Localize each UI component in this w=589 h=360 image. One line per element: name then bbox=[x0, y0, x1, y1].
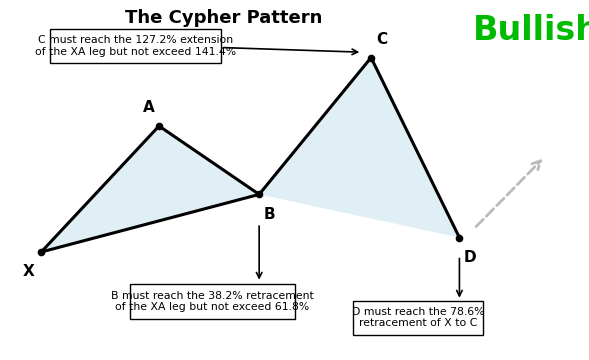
Polygon shape bbox=[41, 126, 259, 252]
Text: D must reach the 78.6%
retracement of X to C: D must reach the 78.6% retracement of X … bbox=[352, 307, 484, 328]
FancyBboxPatch shape bbox=[353, 301, 483, 335]
Text: B must reach the 38.2% retracement
of the XA leg but not exceed 61.8%: B must reach the 38.2% retracement of th… bbox=[111, 291, 313, 312]
Text: Bullish: Bullish bbox=[472, 14, 589, 48]
Text: The Cypher Pattern: The Cypher Pattern bbox=[125, 9, 323, 27]
FancyBboxPatch shape bbox=[50, 29, 221, 63]
Text: D: D bbox=[464, 250, 477, 265]
Text: C must reach the 127.2% extension
of the XA leg but not exceed 141.4%: C must reach the 127.2% extension of the… bbox=[35, 35, 236, 57]
Text: C: C bbox=[376, 32, 387, 47]
Polygon shape bbox=[259, 58, 459, 238]
Text: A: A bbox=[143, 100, 154, 115]
Text: B: B bbox=[264, 207, 276, 222]
FancyBboxPatch shape bbox=[130, 284, 294, 319]
Text: X: X bbox=[22, 264, 34, 279]
